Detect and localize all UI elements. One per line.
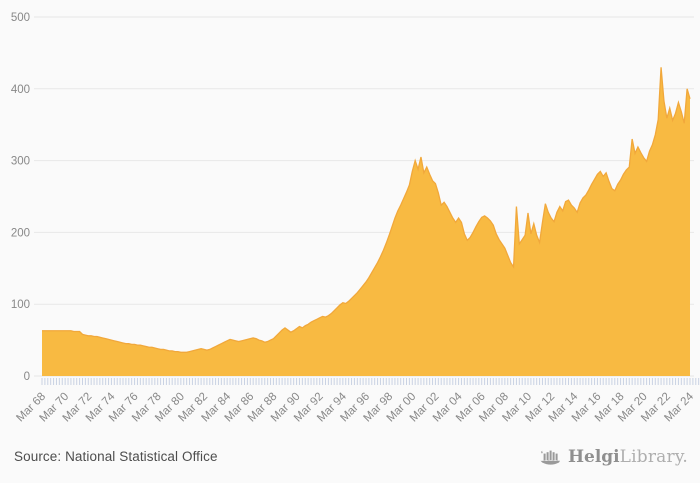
chart-footer: Source: National Statistical Office Helg…: [0, 439, 700, 483]
logo-text-helgi: Helgi: [567, 447, 620, 467]
area-chart: 0 100 200 300 400 500 Mar 68 Mar 70 Mar 72 Mar 74…: [11, 12, 700, 424]
y-axis-label-400: 400: [11, 84, 30, 96]
helgi-library-logo: HelgiLibrary.: [539, 445, 688, 469]
viking-ship-icon: [540, 450, 560, 465]
logo-text: HelgiLibrary.: [568, 447, 688, 467]
series-line: [41, 67, 691, 353]
source-note: Source: National Statistical Office: [14, 449, 218, 464]
y-axis-label-100: 100: [11, 299, 30, 311]
y-axis-label-300: 300: [11, 156, 30, 168]
logo-text-library: Library.: [619, 447, 688, 467]
y-axis-label-200: 200: [11, 227, 30, 239]
area-series: [42, 67, 690, 376]
y-axis-label-500: 500: [11, 12, 30, 24]
y-axis-label-0: 0: [24, 371, 30, 383]
